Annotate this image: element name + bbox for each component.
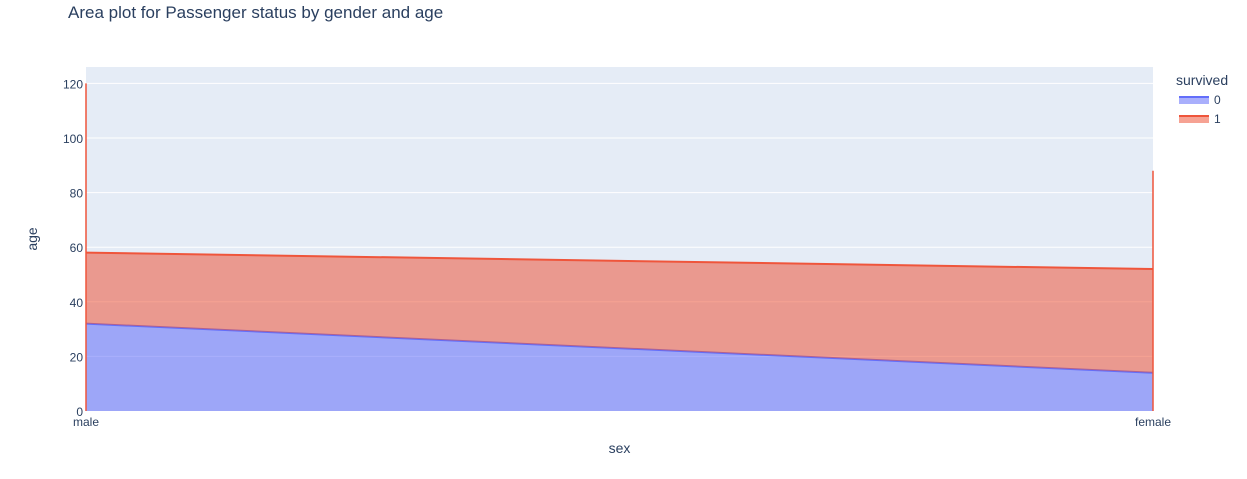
y-tick-label: 80 — [70, 187, 84, 201]
y-tick-label: 40 — [70, 296, 84, 310]
legend-item-0[interactable]: 0 — [1179, 93, 1221, 107]
y-tick-label: 120 — [63, 77, 83, 91]
legend-items: 01 — [1179, 93, 1221, 126]
legend-swatch — [1179, 115, 1209, 123]
y-tick-labels: 0 20 40 60 80 100 120 — [63, 77, 83, 419]
area-series — [85, 83, 1154, 411]
area-line-series-1 — [85, 251, 1154, 271]
area-fill-series-0 — [86, 323, 1153, 411]
legend[interactable]: survived 01 — [1176, 72, 1228, 126]
legend-item-1[interactable]: 1 — [1179, 112, 1221, 126]
x-tick-label: female — [1135, 415, 1171, 429]
legend-label: 0 — [1214, 93, 1221, 107]
y-axis-label: age — [24, 227, 40, 251]
legend-label: 1 — [1214, 112, 1221, 126]
chart-title: Area plot for Passenger status by gender… — [68, 3, 443, 22]
y-tick-label: 100 — [63, 132, 83, 146]
x-tick-label: male — [73, 415, 99, 429]
x-axis-label: sex — [609, 440, 631, 456]
y-tick-label: 60 — [70, 241, 84, 255]
x-tick-labels: male female — [73, 415, 1171, 429]
legend-swatch — [1179, 96, 1209, 104]
area-fill-series-1 — [86, 252, 1153, 373]
y-tick-label: 20 — [70, 350, 84, 364]
y-tick-label: 0 — [76, 405, 83, 419]
legend-title: survived — [1176, 72, 1228, 88]
